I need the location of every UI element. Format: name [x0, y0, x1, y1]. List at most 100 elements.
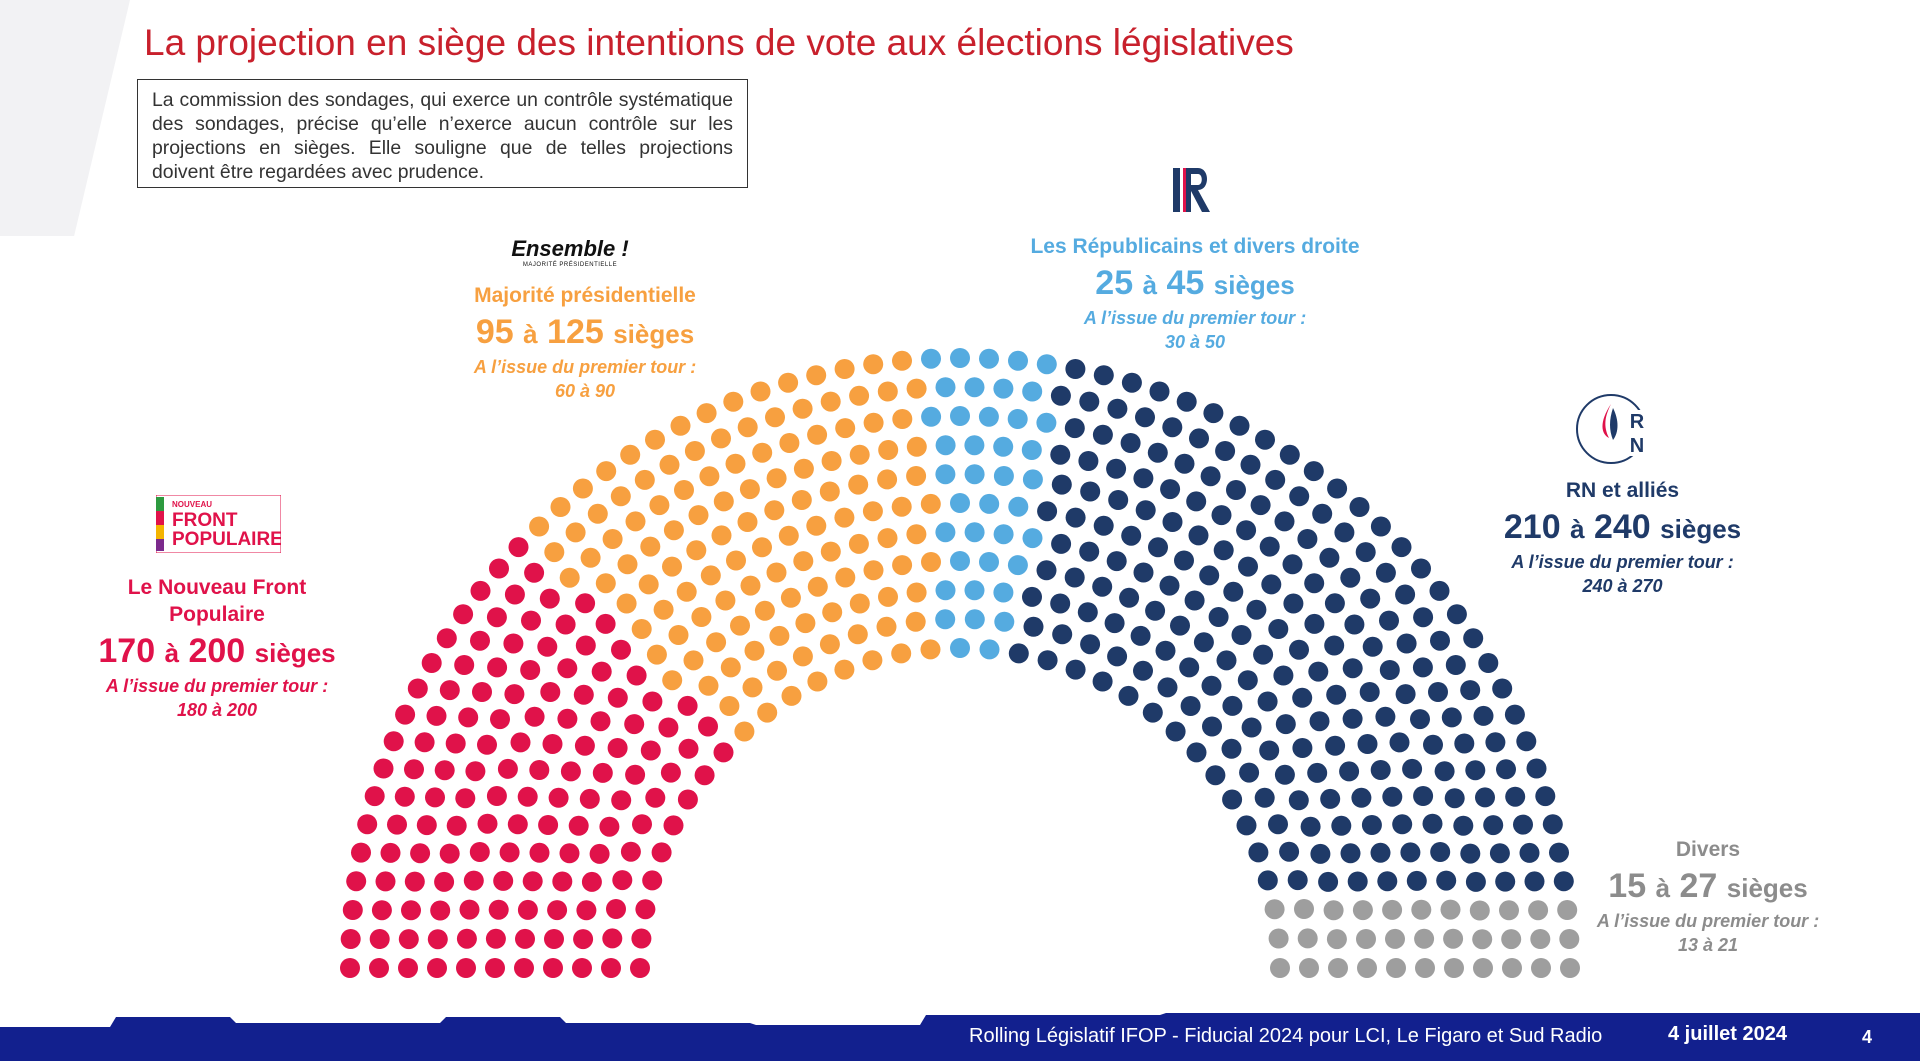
seat-dot — [1307, 762, 1328, 783]
seat-dot — [1092, 576, 1113, 597]
seat-dot — [1093, 515, 1114, 536]
seat-dot — [1222, 789, 1243, 810]
seat-dot — [1213, 540, 1234, 561]
seat-dot — [610, 486, 631, 507]
rn-logo-n: N — [1630, 435, 1644, 457]
seat-dot — [1465, 871, 1486, 892]
seat-dot — [1036, 412, 1057, 433]
seat-dot — [700, 565, 721, 586]
seat-dot — [1248, 842, 1269, 863]
seat-dot — [754, 600, 775, 621]
seat-dot — [757, 702, 778, 723]
seat-dot — [706, 632, 727, 653]
party-divers-label: Divers 15 à 27 sièges A l’issue du premi… — [1560, 836, 1856, 957]
seat-dot — [795, 613, 816, 634]
disclaimer-box: La commission des sondages, qui exerce u… — [137, 79, 748, 188]
seat-dot — [607, 738, 628, 758]
seat-dot — [1472, 929, 1493, 950]
seat-dot — [979, 493, 1000, 514]
seat-dot — [575, 593, 596, 614]
seat-dot — [1531, 958, 1551, 978]
seat-dot — [1382, 899, 1403, 920]
seat-dot — [645, 787, 666, 808]
seat-dot — [395, 704, 416, 725]
footer-page-number: 4 — [1862, 1027, 1873, 1047]
seat-dot — [877, 528, 898, 549]
seat-dot — [1530, 929, 1551, 949]
seat-dot — [663, 815, 684, 836]
seat-dot — [1519, 842, 1540, 863]
seat-dot — [1557, 900, 1578, 920]
seat-dot — [905, 611, 926, 632]
seat-dot — [404, 871, 425, 892]
seat-dot — [1052, 624, 1073, 645]
seat-dot — [1499, 900, 1519, 921]
seat-dot — [427, 929, 448, 950]
seat-dot — [792, 646, 813, 667]
seat-dot — [1528, 900, 1549, 921]
seat-dot — [1331, 815, 1352, 836]
seat-dot — [950, 348, 970, 368]
seat-dot — [1259, 536, 1280, 557]
seat-dot — [1375, 562, 1396, 583]
seat-dot — [1065, 659, 1086, 680]
seat-dot — [472, 682, 492, 702]
seat-dot — [524, 562, 545, 583]
seat-dot — [698, 716, 718, 737]
seat-dot — [624, 714, 645, 735]
seat-dot — [767, 660, 787, 681]
seat-dot — [1478, 653, 1499, 673]
rn-first-round-values: 240 à 270 — [1582, 576, 1663, 596]
rn-min: 210 — [1503, 508, 1561, 546]
seat-dot — [1304, 613, 1325, 634]
seat-dot — [1328, 958, 1348, 978]
seat-dot — [401, 900, 421, 921]
seat-dot — [1133, 660, 1153, 681]
seat-dot — [1250, 495, 1271, 516]
seat-dot — [878, 586, 898, 607]
lr-unit: sièges — [1213, 270, 1295, 300]
seat-dot — [542, 734, 563, 754]
seat-dot — [1165, 721, 1186, 742]
seat-dot — [1106, 551, 1127, 572]
div-first-round-values: 13 à 21 — [1677, 935, 1739, 955]
seat-dot — [1344, 614, 1365, 635]
seat-dot — [699, 466, 720, 487]
seat-dot — [1022, 528, 1043, 549]
seat-dot — [1246, 599, 1267, 620]
seat-dot — [769, 625, 790, 646]
seat-dot — [678, 738, 699, 759]
seat-dot — [1485, 732, 1506, 753]
seat-dot — [1320, 788, 1341, 809]
seat-dot — [1199, 565, 1220, 586]
seat-dot — [427, 958, 447, 978]
seat-dot — [445, 733, 466, 754]
seat-dot — [1119, 587, 1140, 608]
lr-first-round-label: A l’issue du premier tour : — [1083, 308, 1307, 328]
seat-dot — [1189, 428, 1209, 449]
seat-dot — [602, 928, 623, 949]
seat-dot — [1300, 816, 1321, 837]
seat-dot — [964, 377, 985, 398]
seat-dot — [1275, 714, 1296, 735]
seat-dot — [1179, 657, 1200, 678]
ens-min: 95 — [475, 313, 514, 351]
seat-dot — [1287, 870, 1308, 891]
seat-dot — [686, 540, 707, 561]
seat-dot — [1174, 550, 1194, 571]
seat-dot — [503, 633, 524, 654]
seat-dot — [694, 765, 715, 786]
seat-dot — [453, 604, 474, 625]
seat-dot — [1412, 657, 1433, 678]
seat-dot — [1356, 929, 1376, 949]
seat-dot — [1170, 615, 1190, 636]
seat-dot — [935, 522, 956, 543]
seat-dot — [602, 529, 623, 549]
seat-dot — [544, 929, 564, 949]
seat-dot — [935, 609, 956, 630]
seat-dot — [1469, 900, 1490, 921]
lr-min: 25 — [1095, 264, 1134, 302]
seat-dot — [1429, 580, 1450, 601]
seat-dot — [792, 398, 813, 419]
seat-dot — [595, 573, 616, 594]
